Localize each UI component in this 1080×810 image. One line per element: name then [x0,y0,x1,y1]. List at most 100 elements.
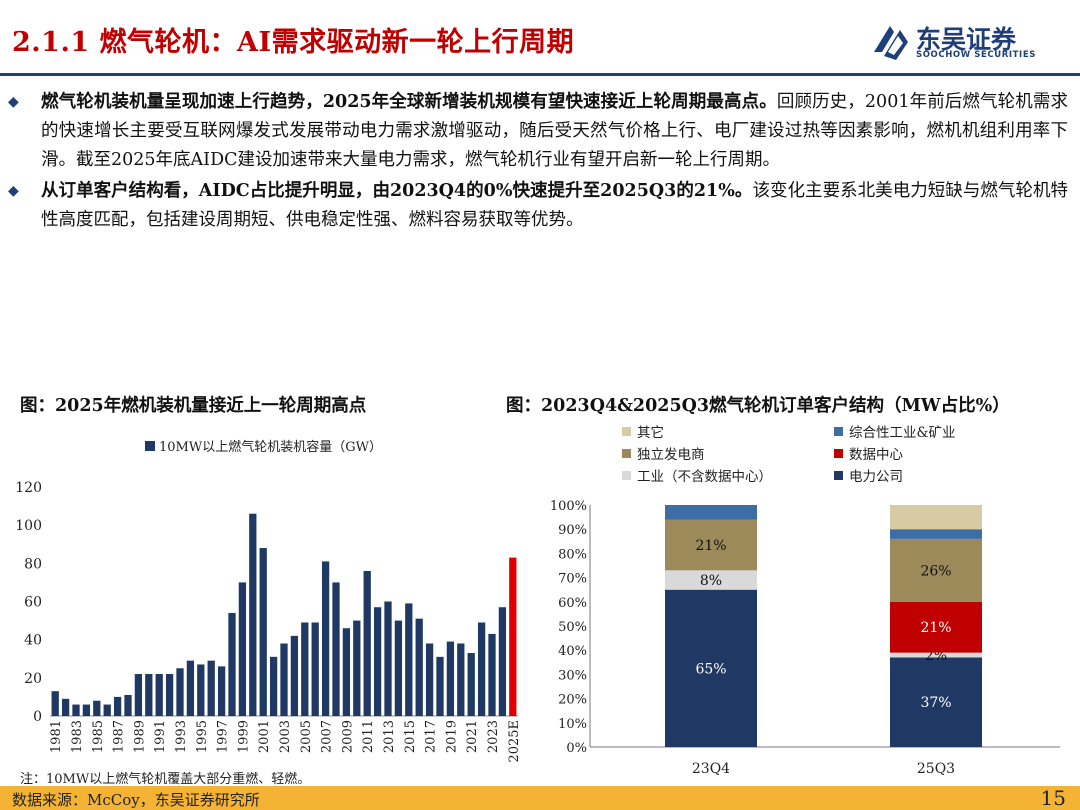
y-tick-label: 50% [558,620,587,635]
installed-capacity-bar-chart: 10MW以上燃气轮机装机容量（GW） 0 20 40 60 80 100 120 1981 198… [15,439,522,763]
bullet-item: ◆ 燃气轮机装机量呈现加速上行趋势，2025年全球新增装机规模有望快速接近上轮周… [8,88,1068,175]
x-tick-label: 1983 [70,720,85,753]
x-tick-label: 1993 [174,720,189,753]
logo-text-cn: 东吴证券 [916,25,1017,54]
legend-swatch [834,449,843,458]
data-bar [405,603,413,716]
data-bar [425,643,434,716]
stacked-segment [665,589,757,747]
diamond-bullet-icon: ◆ [8,183,19,199]
data-bar [321,561,330,716]
data-bar [269,656,278,716]
data-bar [197,664,205,716]
legend-label: 工业（不含数据中心） [637,469,772,485]
y-tick-label: 60 [24,595,42,611]
data-label: 21% [695,538,726,554]
x-tick-label: 1981 [49,720,64,753]
legend-swatch [622,471,631,480]
data-bar [228,612,236,716]
x-tick-label: 2009 [340,720,355,753]
legend-swatch [622,449,631,458]
data-bar [332,582,340,716]
data-bar [477,622,486,716]
data-bar [311,622,319,716]
source-text: 数据来源：McCoy，东吴证券研究所 [12,791,260,809]
legend-label: 电力公司 [849,469,903,485]
stacked-segment [890,538,982,602]
chart-footnote: 注：10MW以上燃气轮机覆盖大部分重燃、轻燃。 [20,772,311,787]
x-tick-label: 2023 [486,720,501,753]
data-bar [113,696,122,716]
data-bar [415,618,423,716]
y-tick-label: 40 [24,633,42,649]
data-bar [61,698,70,716]
data-bar [457,643,465,716]
legend-label: 数据中心 [849,447,903,463]
x-tick-label: 2001 [257,720,272,753]
stacked-segment [890,601,982,653]
y-tick-label: 90% [558,523,587,538]
x-tick-label: 1991 [153,720,168,753]
x-tick-label: 2015 [403,720,418,753]
source-bar: 数据来源：McCoy，东吴证券研究所 15 [0,786,1080,810]
data-bar [509,557,517,716]
bullet-text: 该变化主要系北美电力短缺与燃气轮机特性高度匹配，包括建设周期短、供电稳定性强、燃… [41,181,1069,230]
data-bar [93,700,101,716]
x-tick-label: 1987 [112,720,127,753]
data-bar [217,666,226,716]
stacked-segment [890,529,982,539]
y-tick-label: 100% [550,499,587,514]
data-bar [186,660,195,716]
stacked-segment [890,652,982,658]
data-label: 37% [920,695,951,711]
data-bar [373,607,382,716]
stacked-segment [890,657,982,747]
y-tick-label: 80 [24,556,42,572]
data-bar [290,635,299,716]
data-bar [176,668,184,716]
bullet-bold-text: 燃气轮机装机量呈现加速上行趋势，2025年全球新增装机规模有望快速接近上轮周期最… [41,92,777,112]
right-figure-title: 图：2023Q4&2025Q3燃气轮机订单客户结构（MW占比%） [506,396,1010,416]
logo-text-en: SOOCHOW SECURITIES [916,50,1036,60]
y-tick-label: 30% [558,668,587,683]
legend-swatch [834,427,843,436]
data-label: 26% [920,563,951,579]
data-bar [155,674,163,716]
x-tick-label: 2013 [382,720,397,753]
data-bar [165,674,174,716]
data-label: 21% [920,620,951,636]
left-figure-title: 图：2025年燃机装机量接近上一轮周期高点 [20,396,367,416]
x-tick-label: 1997 [216,720,231,753]
y-tick-label: 100 [15,518,42,534]
stacked-segment [665,570,757,590]
data-bar [207,660,215,716]
data-label: 65% [695,661,726,677]
x-tick-label: 2007 [320,720,335,753]
y-tick-label: 70% [558,572,587,587]
data-bar [103,704,111,716]
data-bar [124,695,132,716]
stacked-segment [890,505,982,530]
legend-swatch [145,441,155,451]
bullet-item: ◆ 从订单客户结构看，AIDC占比提升明显，由2023Q4的0%快速提升至202… [8,177,1068,235]
y-tick-label: 120 [15,480,42,496]
bullet-bold-text: 从订单客户结构看，AIDC占比提升明显，由2023Q4的0%快速提升至2025Q… [41,181,753,201]
data-bar [259,548,267,716]
data-bar [384,601,392,716]
x-tick-label: 1989 [132,720,147,753]
data-bar [353,620,361,716]
data-bar [446,641,455,716]
x-tick-label: 23Q4 [692,761,730,777]
data-bar [498,607,507,716]
title-divider [0,73,1080,76]
x-tick-label: 2011 [361,720,376,753]
bullet-text: 回顾历史，2001年前后燃气轮机需求的快速增长主要受互联网爆发式发展带动电力需求… [41,92,1068,170]
page-number: 15 [1040,786,1066,810]
x-tick-label: 2021 [465,720,480,753]
x-tick-label: 1985 [91,720,106,753]
x-tick-label: 2017 [424,720,439,753]
data-bar [488,633,496,716]
y-tick-label: 0% [566,741,587,756]
data-bar [363,570,371,716]
